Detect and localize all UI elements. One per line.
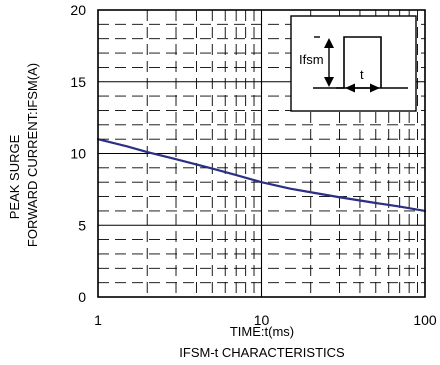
x-axis-title: TIME:t(ms)	[230, 324, 294, 339]
arrow-right-icon	[370, 83, 380, 93]
y-tick-label: 5	[78, 217, 86, 233]
series-line-0	[96, 138, 427, 212]
inset-label-ifsm: Ifsm	[299, 52, 324, 67]
x-tick-label: 1	[94, 312, 102, 328]
inset-pulse	[336, 36, 382, 89]
series-layer	[96, 138, 427, 212]
arrow-up-icon	[324, 38, 334, 48]
ifsm-waveform-inset: Ifsm t	[290, 15, 417, 112]
arrow-down-icon	[324, 77, 334, 87]
tick-labels: 0 5 10 15 20 1 10 100	[70, 2, 436, 328]
x-tick-label: 10	[254, 312, 270, 328]
plot-frame	[97, 9, 426, 298]
y-tick-label: 0	[78, 289, 86, 305]
chart-caption: IFSM-t CHARACTERISTICS	[179, 345, 345, 360]
y-axis-title-line-2: FORWARD CURRENT:IFSM(A)	[25, 63, 40, 247]
x-tick-label: 100	[413, 312, 437, 328]
y-tick-label: 20	[70, 2, 86, 18]
y-tick-label: 15	[70, 74, 86, 90]
y-tick-label: 10	[70, 146, 86, 162]
y-axis-title-line-1: PEAK SURGE	[7, 134, 22, 219]
inset-label-t: t	[360, 67, 364, 82]
arrow-left-icon	[345, 83, 355, 93]
inset-box	[290, 15, 417, 112]
